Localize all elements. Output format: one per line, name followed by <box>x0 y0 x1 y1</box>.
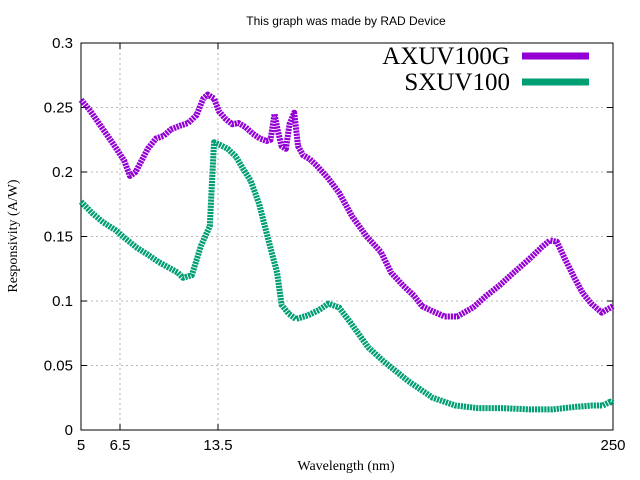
x-axis-label: Wavelength (nm) <box>297 459 395 474</box>
y-tick-label: 0.05 <box>44 358 73 375</box>
x-tick-label: 250 <box>600 437 625 454</box>
y-tick-label: 0 <box>65 422 73 439</box>
x-tick-label: 13.5 <box>203 437 232 454</box>
x-tick-label: 5 <box>77 437 85 454</box>
legend-label-axuv100g: AXUV100G <box>382 43 510 70</box>
series-layer <box>78 91 615 413</box>
x-tick-label: 6.5 <box>110 437 131 454</box>
chart-title: This graph was made by RAD Device <box>246 14 446 28</box>
grid-lines <box>81 43 613 430</box>
y-tick-label: 0.25 <box>44 100 73 117</box>
axis-ticks: 0 0.05 0.1 0.15 0.2 0.25 0.3 5 6.5 13.5 250 <box>44 35 626 454</box>
legend-label-sxuv100: SXUV100 <box>404 69 510 96</box>
y-axis-label: Responsivity (A/W) <box>6 179 21 292</box>
y-tick-label: 0.3 <box>52 35 73 52</box>
y-tick-label: 0.1 <box>52 293 73 310</box>
series-line-sxuv100 <box>78 139 615 413</box>
y-tick-label: 0.15 <box>44 229 73 246</box>
y-tick-label: 0.2 <box>52 164 73 181</box>
series-line-axuv100g <box>78 91 615 320</box>
